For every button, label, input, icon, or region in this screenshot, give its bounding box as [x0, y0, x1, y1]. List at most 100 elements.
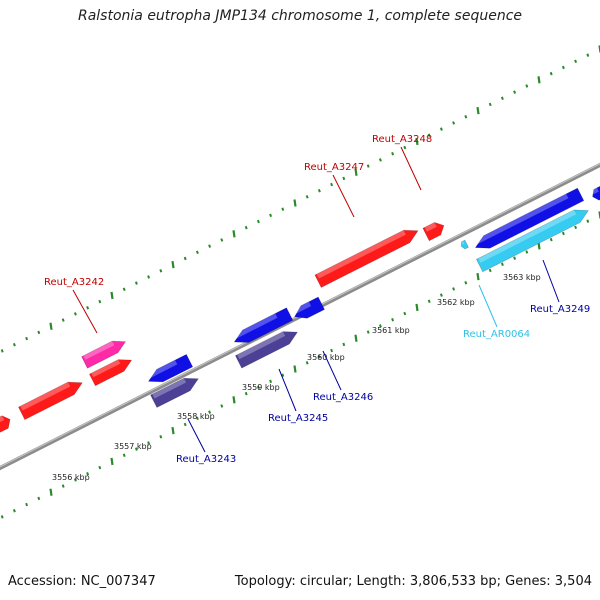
gene-label-leader: [478, 284, 498, 328]
minor-tick: [159, 269, 163, 273]
gene-arrow-fwd-c: [88, 359, 133, 387]
accession-text: Accession: NC_007347: [8, 574, 156, 589]
minor-tick: [73, 312, 77, 316]
minor-tick: [378, 158, 382, 162]
minor-tick: [366, 330, 370, 334]
kbp-label: 3557 kbp: [114, 442, 152, 451]
minor-tick: [549, 237, 553, 242]
gene-arrow-Reut_A3242: [81, 340, 127, 369]
gene-labels: Reut_A3242 Reut_A3247 Reut_A3248 Reut_A3243…: [44, 134, 590, 465]
gene-label[interactable]: Reut_A3247: [304, 162, 364, 173]
gene-arrow-rev-edge: [591, 185, 600, 201]
major-tick: [171, 426, 175, 435]
minor-tick: [281, 373, 285, 377]
minor-tick: [159, 435, 163, 439]
minor-tick: [269, 213, 273, 218]
minor-tick: [122, 287, 126, 292]
minor-tick: [208, 410, 212, 414]
gene-label[interactable]: Reut_A3249: [530, 304, 590, 315]
minor-tick: [488, 102, 492, 107]
minor-tick: [330, 348, 334, 353]
minor-tick: [183, 256, 187, 261]
minor-tick: [208, 244, 212, 248]
minor-tick: [12, 342, 16, 347]
major-tick: [49, 488, 53, 496]
major-tick: [171, 260, 175, 269]
minor-tick: [256, 385, 260, 390]
minor-tick: [61, 484, 65, 488]
kbp-label: 3556 kbp: [52, 473, 90, 482]
minor-tick: [86, 472, 90, 476]
minor-tick: [61, 318, 65, 322]
minor-tick: [525, 84, 529, 88]
minor-tick: [195, 416, 199, 421]
minor-tick: [452, 121, 456, 125]
major-tick: [110, 291, 114, 300]
gene-arrow-rev-b: [234, 331, 298, 369]
gene-arrow-rna-small: [460, 239, 469, 250]
minor-tick: [244, 391, 248, 396]
minor-tick: [305, 195, 309, 199]
minor-tick: [305, 361, 309, 365]
gene-label[interactable]: Reut_A3242: [44, 277, 104, 288]
gene-label-leader: [322, 350, 342, 391]
minor-tick: [220, 404, 224, 408]
major-tick: [476, 106, 480, 115]
gene-label-leader: [72, 289, 98, 334]
gene-label-leader: [332, 174, 355, 218]
minor-tick: [439, 127, 443, 131]
major-tick: [232, 230, 236, 238]
gene-arrow-Reut_AR0064: [475, 209, 589, 273]
minor-tick: [391, 318, 395, 322]
gene-arrow-fwd-b: [18, 381, 83, 421]
gene-arrow-rev-a: [147, 353, 194, 383]
major-tick: [110, 457, 114, 466]
kbp-label: 3563 kbp: [503, 273, 541, 282]
minor-tick: [183, 422, 187, 427]
minor-tick: [317, 188, 321, 193]
major-tick: [293, 199, 297, 207]
kbp-label: 3558 kbp: [177, 412, 215, 421]
minor-tick: [513, 90, 517, 94]
minor-tick: [269, 379, 273, 384]
minor-tick: [378, 324, 382, 328]
minor-tick: [281, 207, 285, 211]
minor-tick: [488, 268, 492, 273]
gene-label[interactable]: Reut_A3246: [313, 392, 373, 403]
gene-arrow-Reut_A3247: [314, 229, 419, 288]
minor-tick: [525, 250, 529, 254]
kbp-label: 3562 kbp: [437, 298, 475, 307]
minor-tick: [513, 256, 517, 260]
gene-label-leader: [400, 146, 422, 191]
gene-label[interactable]: Reut_A3243: [176, 454, 236, 465]
gene-arrow-Reut_A3243: [150, 377, 199, 408]
tick-rows: [0, 45, 600, 519]
minor-tick: [427, 299, 431, 303]
minor-tick: [134, 447, 138, 451]
minor-tick: [586, 53, 590, 57]
minor-tick: [561, 231, 565, 236]
gene-arrow-Reut_A3246: [293, 296, 325, 319]
major-tick: [49, 322, 53, 330]
gene-arrow-Reut_A3245: [233, 307, 294, 343]
major-tick: [476, 272, 480, 281]
feature-layer: [0, 185, 600, 433]
minor-tick: [500, 96, 504, 101]
minor-tick: [220, 238, 224, 242]
minor-tick: [86, 306, 90, 310]
gene-label-leader: [542, 259, 560, 303]
gene-label-leader: [187, 418, 206, 453]
major-tick: [415, 303, 419, 312]
topology-text: Topology: circular; Length: 3,806,533 bp…: [234, 574, 592, 589]
gene-label[interactable]: Reut_A3245: [268, 413, 328, 424]
minor-tick: [37, 330, 41, 335]
minor-tick: [452, 287, 456, 291]
minor-tick: [574, 59, 578, 64]
minor-tick: [427, 133, 431, 137]
minor-tick: [244, 225, 248, 230]
gene-label[interactable]: Reut_AR0064: [463, 329, 530, 340]
gene-label[interactable]: Reut_A3248: [372, 134, 432, 145]
gene-arrow-fwd-a: [0, 415, 11, 433]
gene-label-leader: [278, 368, 297, 412]
